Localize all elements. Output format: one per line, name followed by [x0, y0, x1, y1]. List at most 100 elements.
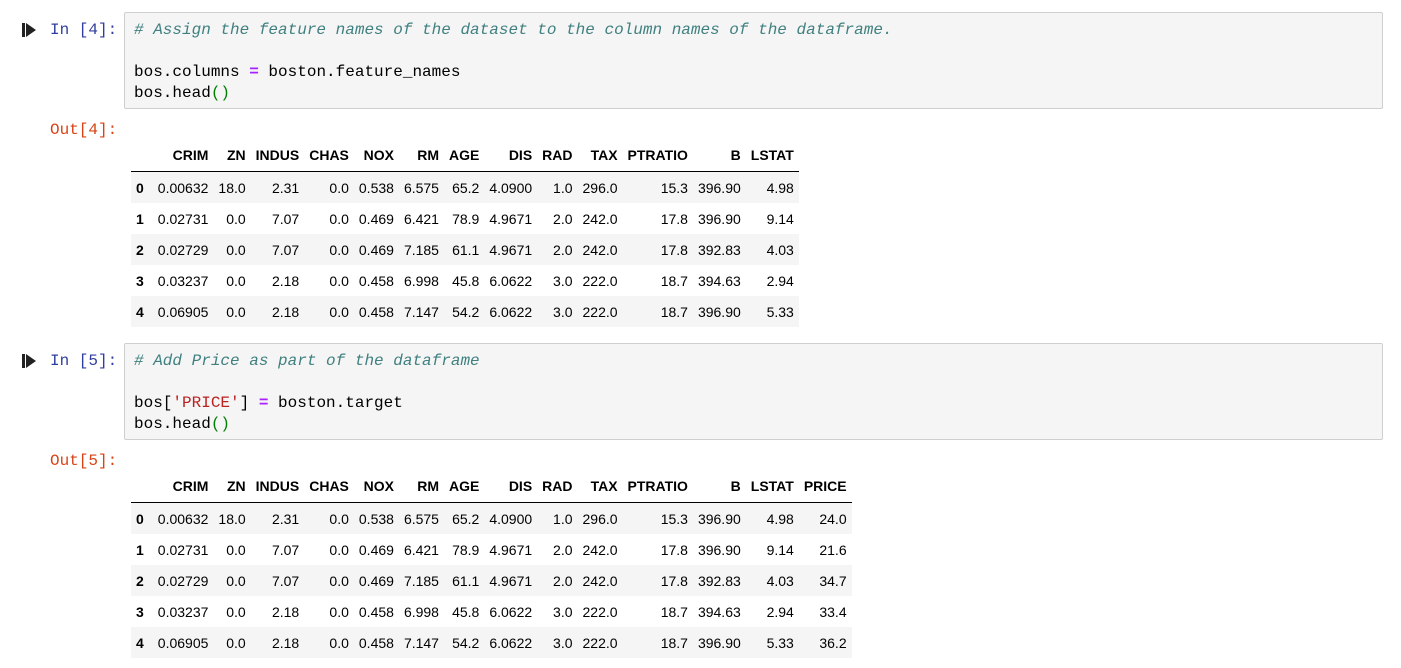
table-cell: 0.0 — [329, 510, 349, 527]
column-header: RAD — [537, 469, 578, 503]
table-cell: 2.18 — [271, 303, 300, 320]
code-text: bos.head — [134, 415, 211, 433]
table-cell: 2.0 — [553, 572, 573, 589]
table-cell: 17.8 — [660, 210, 688, 227]
column-header: NOX — [353, 469, 399, 503]
column-header: INDUS — [250, 469, 305, 503]
row-index: 0 — [136, 510, 144, 527]
table-body: 0 0.00632 18.0 2.31 0.0 0.538 6.575 65.2 4.0900 1… — [131, 171, 799, 327]
table-cell: 0.0 — [329, 272, 349, 289]
code-comment: # Add Price as part of the dataframe — [134, 352, 480, 370]
row-index: 4 — [136, 634, 144, 651]
code-line-2: bos['PRICE'] = boston.target — [134, 393, 403, 414]
table-cell: 0.0 — [226, 634, 246, 651]
column-header: AGE — [443, 469, 485, 503]
column-header: INDUS — [250, 138, 305, 172]
code-comment: # Assign the feature names of the datase… — [134, 21, 893, 39]
table-cell: 6.0622 — [489, 303, 533, 320]
table-cell: 9.14 — [766, 210, 794, 227]
table-cell: 0.02731 — [157, 541, 209, 558]
table-cell: 7.147 — [403, 634, 439, 651]
column-header: RAD — [537, 138, 578, 172]
table-row: 4 0.06905 0.0 2.18 0.0 0.458 7.147 54.2 6.0622 3.… — [131, 627, 852, 658]
code-line-3: bos.head() — [134, 414, 230, 435]
table-cell: 0.0 — [226, 241, 246, 258]
table-cell: 36.2 — [819, 634, 847, 651]
table-cell: 396.90 — [697, 303, 741, 320]
dataframe-table: CRIM ZN INDUS CHAS NOX RM AGE DIS RAD TAX PTRATIO B… — [131, 469, 852, 658]
column-header: LSTAT — [745, 138, 799, 172]
column-header: PRICE — [798, 469, 852, 503]
table-cell: 18.7 — [660, 634, 688, 651]
run-cell-icon[interactable] — [22, 354, 36, 368]
table-row: 3 0.03237 0.0 2.18 0.0 0.458 6.998 45.8 6.0622 3.… — [131, 265, 799, 296]
code-line-2: bos.columns = boston.feature_names — [134, 62, 460, 83]
table-cell: 0.0 — [226, 572, 246, 589]
table-cell: 0.538 — [358, 510, 394, 527]
code-editor[interactable]: # Assign the feature names of the datase… — [124, 12, 1383, 109]
table-cell: 2.18 — [271, 603, 300, 620]
code-editor[interactable]: # Add Price as part of the dataframe bos… — [124, 343, 1383, 440]
row-index: 4 — [136, 303, 144, 320]
table-cell: 0.0 — [329, 541, 349, 558]
table-cell: 0.0 — [226, 272, 246, 289]
row-index: 2 — [136, 241, 144, 258]
table-row: 0 0.00632 18.0 2.31 0.0 0.538 6.575 65.2 4.0900 1… — [131, 502, 852, 534]
table-cell: 0.0 — [226, 603, 246, 620]
table-cell: 0.0 — [329, 179, 349, 196]
table-cell: 0.0 — [329, 303, 349, 320]
table-cell: 2.0 — [553, 541, 573, 558]
table-cell: 7.07 — [271, 572, 300, 589]
column-header: NOX — [353, 138, 399, 172]
dataframe-table: CRIM ZN INDUS CHAS NOX RM AGE DIS RAD TAX PTRATIO B… — [131, 138, 799, 327]
table-row: 2 0.02729 0.0 7.07 0.0 0.469 7.185 61.1 4.9671 2.… — [131, 565, 852, 596]
run-cell-icon[interactable] — [22, 23, 36, 37]
table-cell: 0.469 — [358, 572, 394, 589]
table-cell: 222.0 — [582, 603, 618, 620]
code-operator: = — [258, 394, 269, 412]
table-cell: 24.0 — [819, 510, 847, 527]
table-cell: 18.0 — [218, 510, 246, 527]
table-cell: 394.63 — [697, 272, 741, 289]
table-cell: 3.0 — [553, 634, 573, 651]
table-cell: 61.1 — [452, 241, 480, 258]
table-cell: 1.0 — [553, 510, 573, 527]
table-cell: 396.90 — [697, 210, 741, 227]
code-parens: () — [210, 84, 231, 102]
output-prompt: Out[5]: — [50, 452, 118, 470]
table-cell: 4.9671 — [489, 241, 533, 258]
table-cell: 6.0622 — [489, 603, 533, 620]
code-parens: () — [210, 415, 231, 433]
column-header: TAX — [577, 138, 623, 172]
table-cell: 78.9 — [452, 210, 480, 227]
code-line-1: # Assign the feature names of the datase… — [134, 20, 893, 41]
input-prompt: In [5]: — [50, 352, 118, 370]
table-cell: 0.00632 — [157, 510, 209, 527]
table-cell: 0.06905 — [157, 634, 209, 651]
table-cell: 0.03237 — [157, 272, 209, 289]
table-cell: 18.7 — [660, 303, 688, 320]
table-cell: 222.0 — [582, 634, 618, 651]
table-cell: 7.185 — [403, 572, 439, 589]
code-line-1: # Add Price as part of the dataframe — [134, 351, 480, 372]
column-header: RM — [398, 138, 444, 172]
table-cell: 65.2 — [452, 510, 480, 527]
table-cell: 0.538 — [358, 179, 394, 196]
code-text: bos.columns — [134, 63, 250, 81]
table-cell: 6.0622 — [489, 272, 533, 289]
table-cell: 4.03 — [766, 572, 794, 589]
table-cell: 2.94 — [766, 272, 794, 289]
table-row: 1 0.02731 0.0 7.07 0.0 0.469 6.421 78.9 4.9671 2.… — [131, 203, 799, 234]
table-cell: 7.185 — [403, 241, 439, 258]
table-cell: 2.18 — [271, 272, 300, 289]
table-cell: 0.06905 — [157, 303, 209, 320]
table-cell: 0.469 — [358, 541, 394, 558]
code-operator: = — [249, 63, 259, 81]
table-cell: 7.07 — [271, 541, 300, 558]
row-index: 3 — [136, 603, 144, 620]
table-cell: 0.02729 — [157, 241, 209, 258]
column-header: DIS — [484, 138, 538, 172]
table-cell: 0.03237 — [157, 603, 209, 620]
code-text: ] — [239, 394, 259, 412]
table-row: 0 0.00632 18.0 2.31 0.0 0.538 6.575 65.2 4.0900 1… — [131, 171, 799, 203]
